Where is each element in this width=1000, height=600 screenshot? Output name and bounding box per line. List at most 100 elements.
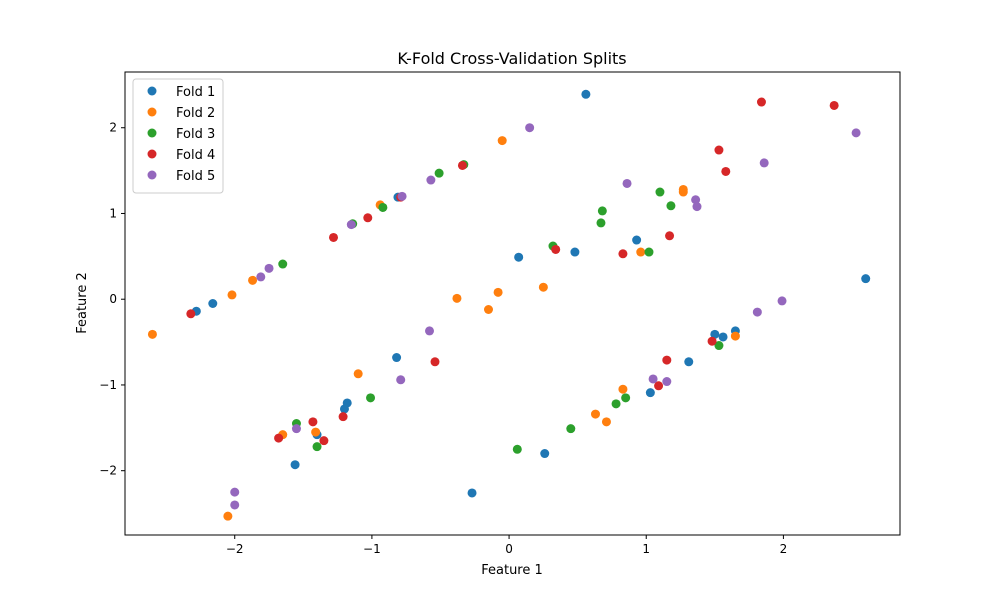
- data-point: [512, 444, 522, 454]
- data-point: [342, 398, 352, 408]
- data-point: [618, 384, 628, 394]
- data-point: [256, 272, 266, 282]
- data-points: [147, 89, 871, 521]
- data-point: [483, 305, 493, 315]
- data-point: [378, 202, 388, 212]
- data-point: [274, 433, 284, 443]
- data-point: [514, 252, 524, 262]
- x-axis: −2 −1 0 1 2: [226, 535, 787, 556]
- data-point: [645, 388, 655, 398]
- data-point: [308, 417, 318, 427]
- legend-marker: [147, 107, 157, 117]
- x-tick-label: −2: [226, 542, 244, 556]
- data-point: [290, 460, 300, 470]
- data-point: [248, 275, 258, 285]
- data-point: [540, 449, 550, 459]
- series-fold-5: [230, 123, 861, 510]
- data-point: [457, 160, 467, 170]
- series-fold-4: [186, 97, 839, 446]
- data-point: [777, 296, 787, 306]
- data-point: [714, 145, 724, 155]
- data-point: [311, 427, 321, 437]
- series-fold-3: [278, 160, 724, 454]
- legend: Fold 1 Fold 2 Fold 3 Fold 4 Fold 5: [132, 78, 224, 194]
- x-tick-label: −1: [363, 542, 381, 556]
- legend-marker: [147, 86, 157, 96]
- data-point: [707, 336, 717, 346]
- data-point: [655, 187, 665, 197]
- data-point: [691, 195, 701, 205]
- data-point: [662, 355, 672, 365]
- data-point: [392, 353, 402, 363]
- data-point: [346, 220, 356, 230]
- data-point: [467, 488, 477, 498]
- data-point: [665, 231, 675, 241]
- data-point: [147, 329, 157, 339]
- data-point: [648, 374, 658, 384]
- data-point: [632, 235, 642, 245]
- data-point: [570, 247, 580, 257]
- data-point: [684, 357, 694, 367]
- y-axis: −2 −1 0 1 2: [99, 121, 125, 478]
- data-point: [861, 274, 871, 284]
- legend-label: Fold 1: [176, 85, 215, 100]
- data-point: [666, 201, 676, 211]
- data-point: [227, 290, 237, 300]
- data-point: [328, 232, 338, 242]
- legend-label: Fold 3: [176, 127, 215, 142]
- data-point: [525, 123, 535, 133]
- y-tick-label: 1: [109, 206, 117, 220]
- chart-title: K-Fold Cross-Validation Splits: [397, 49, 626, 68]
- y-tick-label: 2: [109, 121, 117, 135]
- legend-label: Fold 4: [176, 148, 215, 163]
- y-tick-label: 0: [109, 292, 117, 306]
- data-point: [396, 375, 406, 385]
- data-point: [278, 259, 288, 269]
- data-point: [312, 442, 322, 452]
- legend-box: [132, 78, 224, 194]
- data-point: [551, 244, 561, 254]
- legend-marker: [147, 128, 157, 138]
- series-fold-2: [147, 136, 740, 521]
- data-point: [230, 487, 240, 497]
- legend-label: Fold 5: [176, 169, 215, 184]
- data-point: [363, 213, 373, 223]
- data-point: [338, 412, 348, 422]
- data-point: [597, 206, 607, 216]
- data-point: [644, 247, 654, 257]
- data-point: [662, 377, 672, 387]
- legend-marker: [147, 170, 157, 180]
- x-tick-label: 0: [505, 542, 513, 556]
- data-point: [186, 309, 196, 319]
- y-tick-label: −1: [99, 378, 117, 392]
- data-point: [710, 329, 720, 339]
- plot-area: [124, 71, 901, 536]
- data-point: [829, 100, 839, 110]
- data-point: [230, 500, 240, 510]
- series-fold-1: [191, 89, 871, 498]
- legend-label: Fold 2: [176, 106, 215, 121]
- data-point: [426, 175, 436, 185]
- data-point: [353, 369, 363, 379]
- data-point: [618, 249, 628, 259]
- data-point: [714, 341, 724, 351]
- data-point: [425, 326, 435, 336]
- data-point: [636, 247, 646, 257]
- data-point: [497, 136, 507, 146]
- data-point: [434, 168, 444, 178]
- data-point: [601, 417, 611, 427]
- data-point: [678, 184, 688, 194]
- y-tick-label: −2: [99, 464, 117, 478]
- data-point: [566, 424, 576, 434]
- data-point: [759, 158, 769, 168]
- data-point: [654, 381, 664, 391]
- x-axis-label: Feature 1: [481, 563, 543, 578]
- data-point: [752, 307, 762, 317]
- data-point: [581, 89, 591, 99]
- data-point: [692, 202, 702, 212]
- data-point: [366, 393, 376, 403]
- data-point: [430, 357, 440, 367]
- data-point: [291, 424, 301, 434]
- x-tick-label: 1: [642, 542, 650, 556]
